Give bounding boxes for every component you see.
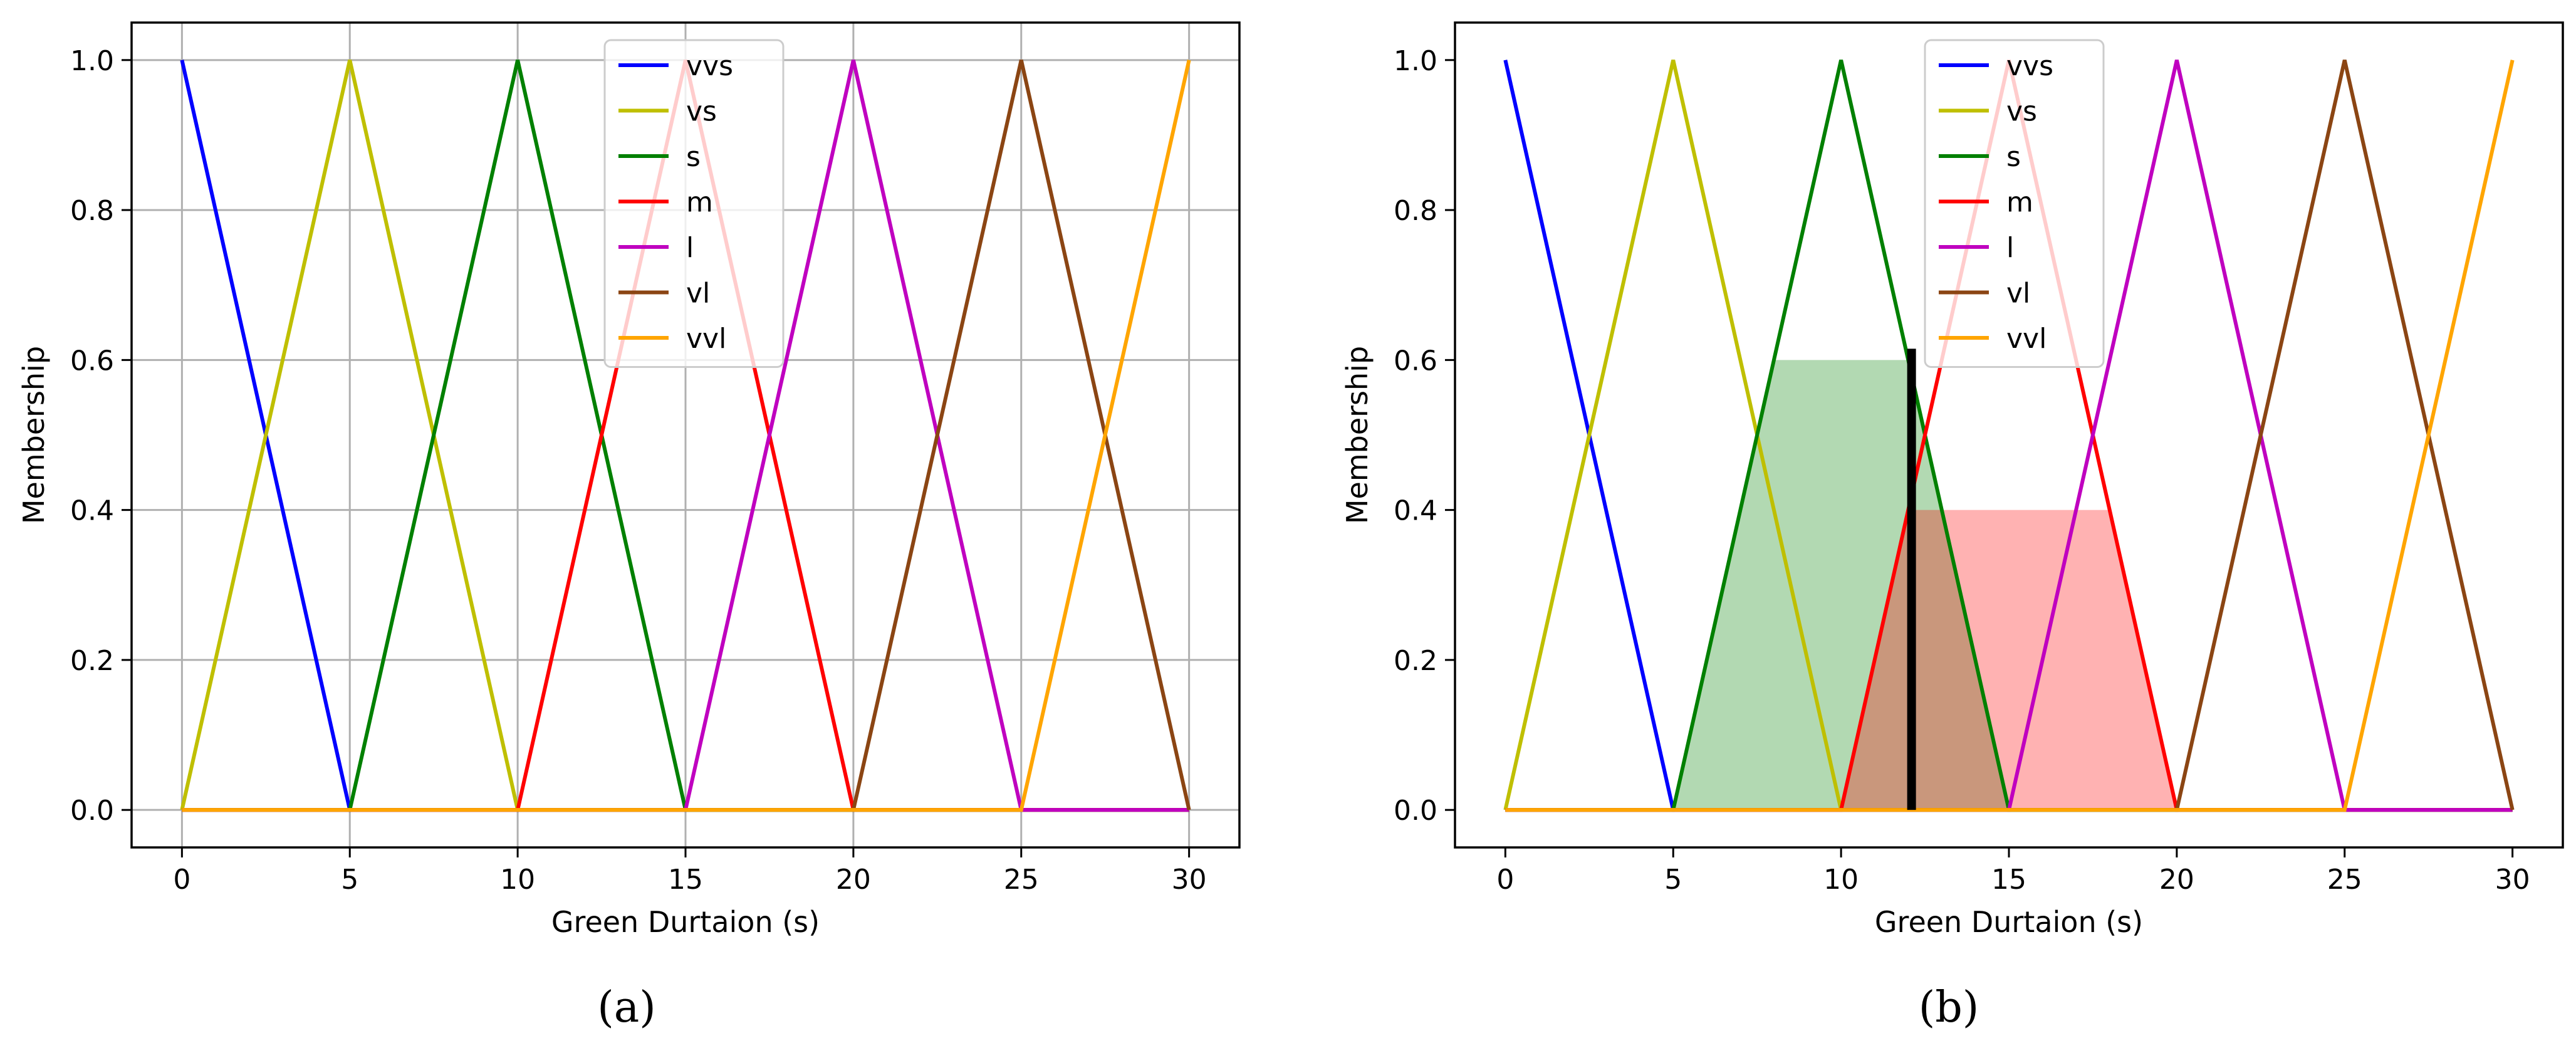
aggregated-fill-area — [1673, 360, 2009, 810]
x-tick-label: 25 — [1004, 864, 1039, 896]
legend-label-vs: vs — [2006, 96, 2037, 128]
y-tick-label: 0.6 — [70, 345, 114, 377]
y-axis-label: Membership — [1340, 346, 1374, 524]
chart-panel-a: 0 5 10 15 20 25 30 0.0 0.2 0.4 0.6 0.8 1.0 Green Durt… — [17, 21, 1241, 1032]
y-tick-label: 0.4 — [1394, 495, 1437, 527]
panel-label: (b) — [1919, 983, 1979, 1032]
x-tick-label: 20 — [836, 864, 871, 896]
x-tick-label: 5 — [1664, 864, 1682, 896]
y-tick-label: 0.0 — [1394, 795, 1437, 827]
y-tick-label: 0.8 — [1394, 195, 1437, 227]
x-tick-label: 20 — [2159, 864, 2194, 896]
legend-label-vl: vl — [2006, 278, 2030, 310]
x-tick-label: 30 — [1172, 864, 1207, 896]
y-tick-label: 0.8 — [70, 195, 114, 227]
legend: vvs vs sml vl vvl — [1924, 39, 2105, 368]
legend: vvs vs sml vl vvl — [603, 39, 785, 368]
legend-label-l: l — [2006, 232, 2014, 264]
legend-label-l: l — [686, 232, 694, 264]
legend-box — [603, 39, 785, 368]
legend-box — [1924, 39, 2105, 368]
legend-label-s: s — [686, 141, 701, 173]
legend-label-vvl: vvl — [2006, 323, 2047, 355]
y-tick-label: 1.0 — [1394, 45, 1437, 77]
panel-label: (a) — [597, 983, 656, 1032]
y-tick-label: 0.0 — [70, 795, 114, 827]
x-tick-label: 0 — [173, 864, 190, 896]
x-tick-label: 15 — [1991, 864, 2026, 896]
series-line-vvl — [182, 60, 1191, 812]
x-axis-label: Green Durtaion (s) — [551, 905, 820, 939]
y-tick-label: 0.2 — [70, 645, 114, 677]
series-line-vvl — [1505, 60, 2515, 812]
x-tick-label: 5 — [341, 864, 358, 896]
legend-label-m: m — [686, 187, 713, 219]
y-tick-label: 0.4 — [70, 495, 114, 527]
x-tick-label: 15 — [668, 864, 703, 896]
x-tick-label: 30 — [2495, 864, 2530, 896]
chart-panel-b: 0 5 10 15 20 25 30 0.0 0.2 0.4 0.6 0.8 1.0 Green Durt… — [1340, 21, 2564, 1032]
legend-label-m: m — [2006, 187, 2033, 219]
y-tick-label: 0.6 — [1394, 345, 1437, 377]
legend-label-vvs: vvs — [686, 50, 733, 82]
x-axis-label: Green Durtaion (s) — [1875, 905, 2143, 939]
legend-label-vvs: vvs — [2006, 50, 2053, 82]
x-tick-label: 10 — [1823, 864, 1859, 896]
legend-label-vvl: vvl — [686, 323, 726, 355]
legend-label-s: s — [2006, 141, 2021, 173]
legend-label-vl: vl — [686, 278, 710, 310]
legend-label-vs: vs — [686, 96, 717, 128]
y-axis-label: Membership — [17, 346, 51, 524]
x-tick-label: 25 — [2327, 864, 2362, 896]
y-tick-label: 1.0 — [70, 45, 114, 77]
aggregated-fill-area — [1841, 510, 2177, 810]
x-tick-label: 10 — [500, 864, 535, 896]
y-tick-label: 0.2 — [1394, 645, 1437, 677]
x-tick-label: 0 — [1496, 864, 1514, 896]
